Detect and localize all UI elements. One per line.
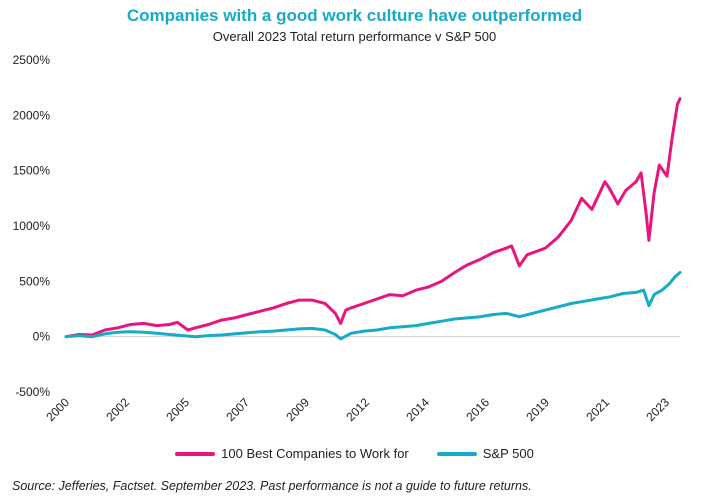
- y-tick-label: 0%: [33, 330, 51, 344]
- legend-item-best: 100 Best Companies to Work for: [175, 446, 409, 461]
- x-tick-label: 2014: [403, 395, 432, 424]
- series-line-sp500: [64, 271, 682, 341]
- x-tick-label: 2023: [643, 395, 672, 424]
- x-tick-label: 2005: [163, 395, 192, 424]
- legend-label-sp500: S&P 500: [482, 446, 534, 461]
- x-tick-label: 2009: [283, 395, 312, 424]
- x-tick-label: 2012: [343, 395, 372, 424]
- y-axis: 2500% 2000% 1500% 1000% 500% 0% -500%: [13, 53, 680, 399]
- chart-subtitle: Overall 2023 Total return performance v …: [212, 29, 497, 44]
- chart-title: Companies with a good work culture have …: [126, 6, 583, 25]
- x-tick-label: 2002: [103, 395, 132, 424]
- legend-item-sp500: S&P 500: [436, 446, 534, 461]
- x-tick-label: 2000: [43, 395, 72, 424]
- x-tick-label: 2021: [583, 395, 612, 424]
- y-tick-label: 2000%: [13, 108, 51, 122]
- series-line-best-companies: [64, 97, 682, 339]
- y-tick-label: 500%: [19, 274, 50, 288]
- series-layer: [64, 97, 682, 341]
- x-tick-label: 2016: [463, 395, 492, 424]
- y-tick-label: -500%: [15, 385, 50, 399]
- legend: 100 Best Companies to Work for S&P 500: [0, 446, 709, 461]
- line-chart: 2500% 2000% 1500% 1000% 500% 0% -500% 2000 2002…: [13, 53, 682, 424]
- x-tick-label: 2007: [223, 395, 252, 424]
- x-tick-label: 2019: [523, 395, 552, 424]
- source-note: Source: Jefferies, Factset. September 20…: [12, 479, 532, 493]
- y-tick-label: 2500%: [13, 53, 51, 67]
- x-axis: 2000 2002 2005 2007 2009 2012 2014 2016 2019 2021…: [43, 395, 672, 424]
- y-tick-label: 1500%: [13, 164, 51, 178]
- legend-swatch-sp500: [436, 451, 477, 456]
- y-tick-label: 1000%: [13, 219, 51, 233]
- legend-label-best: 100 Best Companies to Work for: [221, 446, 409, 461]
- legend-swatch-best: [175, 451, 216, 456]
